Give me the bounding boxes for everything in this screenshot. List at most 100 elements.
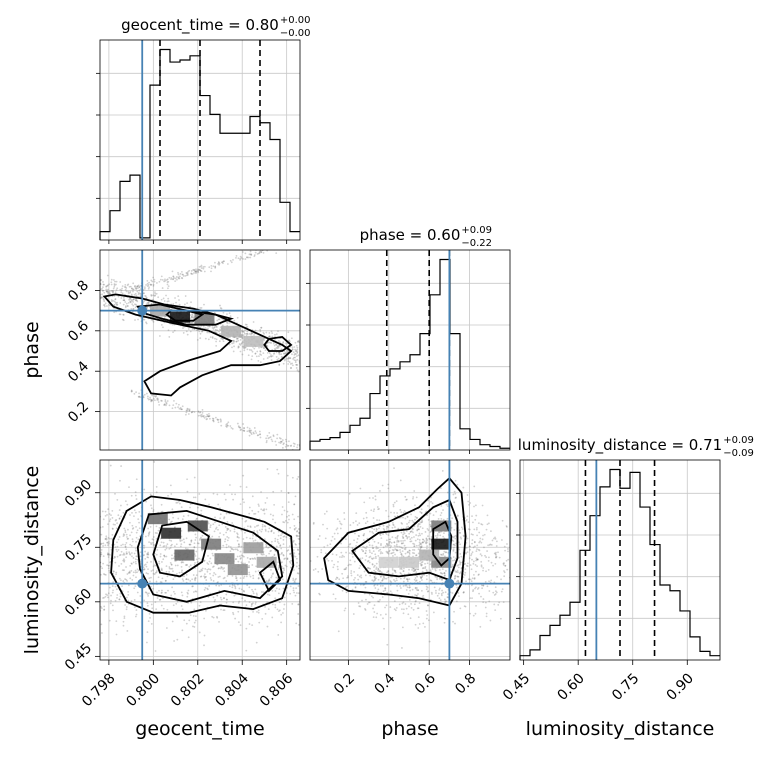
sample-point <box>263 347 265 349</box>
sample-point <box>113 311 116 314</box>
sample-point <box>195 271 198 273</box>
sample-point <box>391 568 394 571</box>
sample-point <box>166 281 169 284</box>
sample-point <box>129 301 132 303</box>
sample-point <box>293 445 295 448</box>
sample-point <box>259 328 262 331</box>
sample-point <box>270 540 273 543</box>
sample-point <box>199 601 202 603</box>
sample-point <box>367 567 369 569</box>
sample-point <box>464 605 467 608</box>
sample-point <box>418 541 421 544</box>
sample-point <box>164 580 167 582</box>
sample-point <box>249 526 252 529</box>
sample-point <box>218 340 221 343</box>
sample-point <box>366 603 369 605</box>
sample-point <box>407 613 410 616</box>
sample-point <box>130 562 133 565</box>
sample-point <box>320 549 323 551</box>
sample-point <box>296 446 299 449</box>
sample-point <box>118 598 121 601</box>
sample-point <box>118 577 121 580</box>
sample-point <box>225 546 228 549</box>
sample-point <box>139 294 142 297</box>
sample-point <box>236 536 239 539</box>
sample-point <box>347 575 349 577</box>
sample-point <box>188 619 191 622</box>
sample-point <box>113 285 116 288</box>
sample-point <box>276 468 279 471</box>
sample-point <box>146 593 149 595</box>
sample-point <box>166 575 169 578</box>
density-cell <box>227 564 248 576</box>
sample-point <box>151 607 154 610</box>
sample-point <box>222 311 225 314</box>
sample-point <box>277 542 280 545</box>
sample-point <box>168 276 171 279</box>
sample-point <box>469 612 472 615</box>
sample-point <box>476 558 479 561</box>
sample-point <box>407 526 410 529</box>
sample-point <box>248 586 251 589</box>
sample-point <box>360 548 363 551</box>
sample-point <box>176 501 179 504</box>
sample-point <box>391 536 394 539</box>
sample-point <box>425 610 428 612</box>
sample-point <box>400 553 403 556</box>
sample-point <box>251 350 254 353</box>
sample-point <box>173 545 176 548</box>
sample-point <box>226 529 229 531</box>
sample-point <box>343 609 346 612</box>
sample-point <box>277 561 280 564</box>
sample-point <box>511 545 513 547</box>
sample-point <box>458 541 460 544</box>
sample-point <box>518 614 520 616</box>
sample-point <box>280 440 283 443</box>
sample-point <box>134 547 137 550</box>
sample-point <box>102 573 105 575</box>
sample-point <box>513 495 515 497</box>
sample-point <box>295 592 298 594</box>
sample-point <box>200 270 203 273</box>
sample-point <box>181 561 183 563</box>
sample-point <box>396 545 399 548</box>
sample-point <box>382 546 385 549</box>
sample-point <box>181 594 184 597</box>
sample-point <box>184 275 187 277</box>
sample-point <box>100 605 102 608</box>
sample-point <box>222 533 225 536</box>
sample-point <box>152 509 155 511</box>
sample-point <box>264 528 267 531</box>
sample-point <box>114 561 117 564</box>
sample-point <box>139 293 142 296</box>
sample-point <box>493 552 496 555</box>
sample-point <box>248 506 251 509</box>
sample-point <box>260 326 263 329</box>
sample-point <box>145 303 148 306</box>
sample-point <box>147 568 149 571</box>
sample-point <box>114 585 117 588</box>
sample-point <box>182 515 185 518</box>
sample-point <box>203 416 206 419</box>
density-cell <box>187 520 208 532</box>
sample-point <box>119 313 122 316</box>
sample-point <box>379 576 382 578</box>
sample-point <box>538 593 540 595</box>
sample-point <box>368 497 371 499</box>
sample-point <box>485 570 487 573</box>
sample-point <box>282 567 285 570</box>
sample-point <box>126 503 129 506</box>
sample-point <box>293 503 296 506</box>
sample-point <box>276 345 279 348</box>
sample-point <box>146 556 149 558</box>
sample-point <box>516 548 518 550</box>
sample-point <box>239 557 242 560</box>
sample-point <box>494 562 497 565</box>
sample-point <box>463 535 465 538</box>
sample-point <box>491 539 494 542</box>
sample-point <box>387 570 390 572</box>
sample-point <box>167 300 170 303</box>
sample-point <box>434 575 437 578</box>
sample-point <box>402 542 405 545</box>
sample-point <box>102 304 105 307</box>
